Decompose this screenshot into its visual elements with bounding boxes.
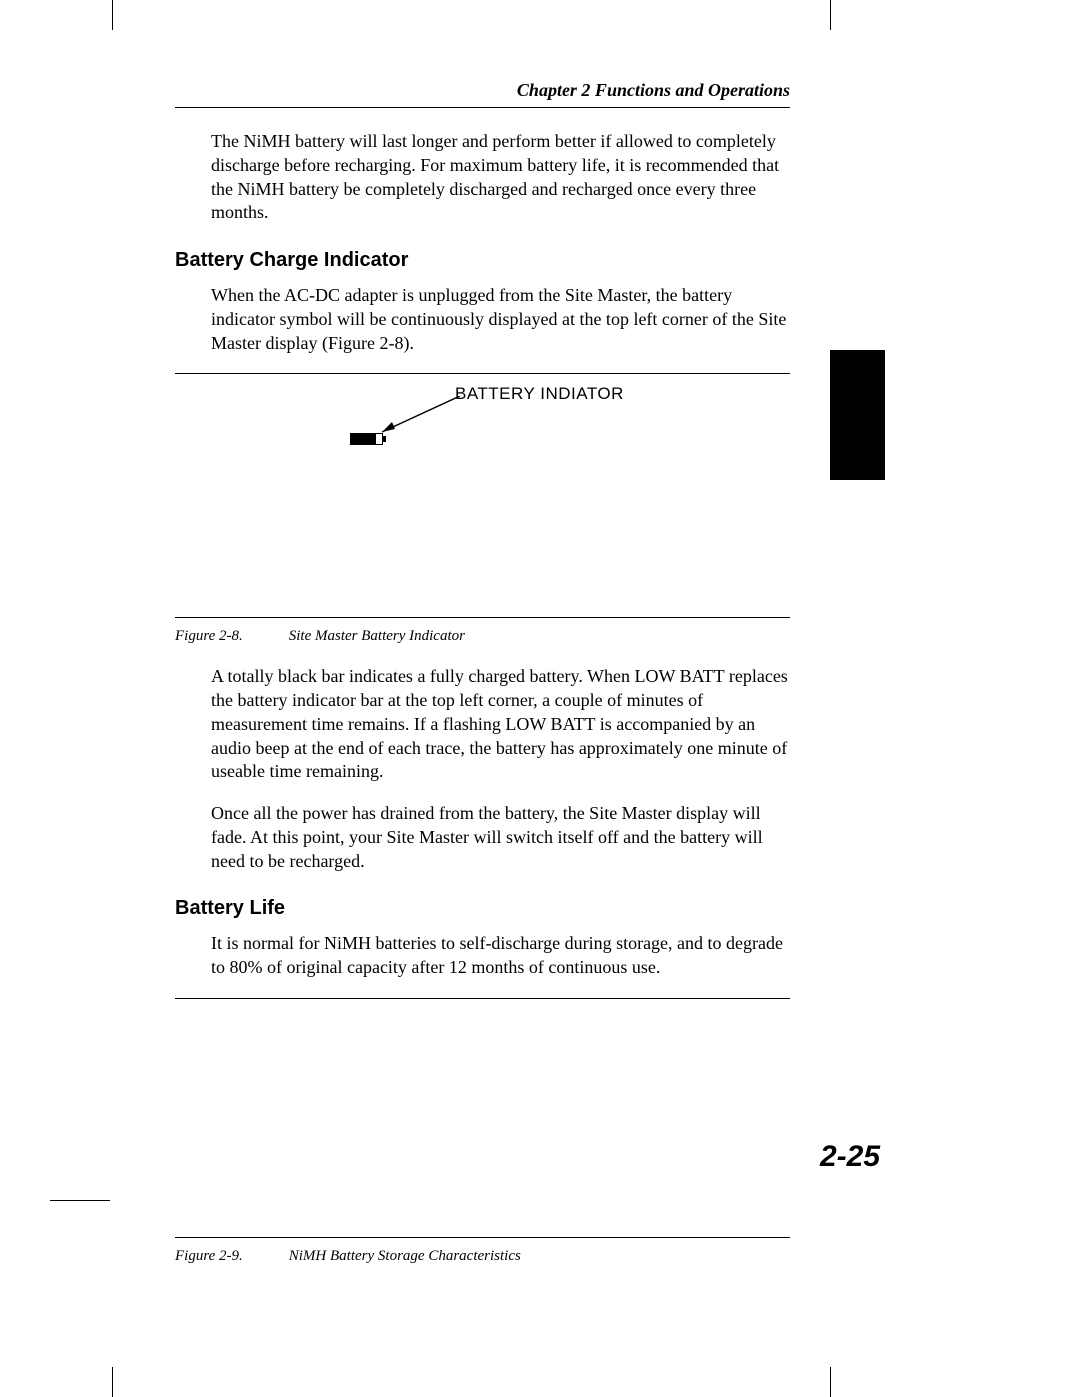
content-area: Chapter 2 Functions and Operations The N… <box>175 80 790 1285</box>
crop-mark <box>830 0 831 30</box>
crop-mark <box>50 1200 110 1201</box>
crop-mark <box>830 1367 831 1397</box>
thumb-tab <box>830 350 885 480</box>
figure-2-9-caption: Figure 2-9. NiMH Battery Storage Charact… <box>175 1248 790 1265</box>
page-number: 2-25 <box>820 1140 880 1174</box>
figure-caption-text: NiMH Battery Storage Characteristics <box>289 1248 521 1264</box>
figure-2-8-caption: Figure 2-8. Site Master Battery Indicato… <box>175 628 790 645</box>
figure-2-9 <box>175 998 790 1238</box>
figure-caption-text: Site Master Battery Indicator <box>289 628 465 644</box>
after-fig1-para1: A totally black bar indicates a fully ch… <box>211 665 790 784</box>
section-heading-battery-life: Battery Life <box>175 897 790 920</box>
section-heading-battery-charge: Battery Charge Indicator <box>175 249 790 272</box>
section1-paragraph: When the AC-DC adapter is unplugged from… <box>211 284 790 355</box>
crop-mark <box>112 0 113 30</box>
section2-paragraph: It is normal for NiMH batteries to self-… <box>211 932 790 980</box>
figure-number: Figure 2-9. <box>175 1248 285 1265</box>
battery-icon <box>350 429 386 447</box>
figure-2-8: BATTERY INDIATOR <box>175 373 790 618</box>
crop-mark <box>112 1367 113 1397</box>
chapter-header: Chapter 2 Functions and Operations <box>175 80 790 108</box>
page: Chapter 2 Functions and Operations The N… <box>0 0 1080 1397</box>
after-fig1-para2: Once all the power has drained from the … <box>211 802 790 873</box>
figure-number: Figure 2-8. <box>175 628 285 645</box>
intro-paragraph: The NiMH battery will last longer and pe… <box>211 130 790 225</box>
battery-indicator-label: BATTERY INDIATOR <box>455 384 624 404</box>
